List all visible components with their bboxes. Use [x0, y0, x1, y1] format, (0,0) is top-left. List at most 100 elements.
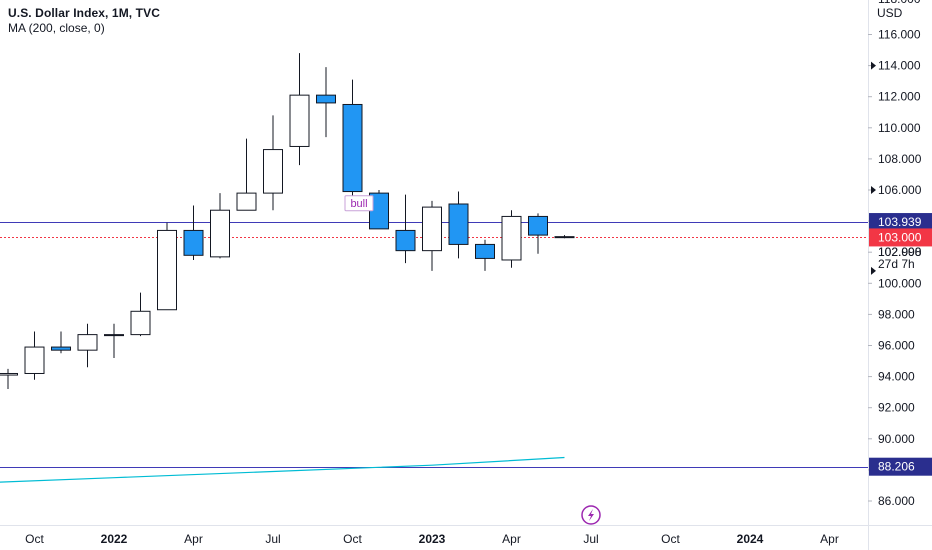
time-tick-label: Oct	[25, 532, 44, 546]
candle-body-down	[528, 215, 548, 236]
resistance-price-tag-bg	[869, 213, 932, 232]
candle[interactable]	[395, 194, 416, 264]
last-price-label: 102.998	[878, 245, 922, 259]
time-tick-label: Oct	[661, 532, 680, 546]
price-tick-label: 98.000	[878, 307, 915, 321]
time-axis[interactable]: Oct 2022 Apr Jul Oct 2023 Apr Jul Oct 2024 Apr	[25, 532, 839, 546]
candle[interactable]	[263, 115, 283, 211]
candle[interactable]	[422, 200, 442, 271]
candle[interactable]	[501, 210, 522, 268]
candle-body-up	[263, 149, 283, 194]
ma-line	[0, 456, 565, 483]
candle[interactable]	[316, 67, 336, 138]
candle-body-down	[342, 103, 363, 193]
price-tick-label: 112.000	[878, 90, 921, 104]
time-tick-label: 2024	[737, 532, 764, 546]
candle-body-up	[236, 192, 257, 211]
price-tick-label: 110.000	[878, 121, 921, 135]
price-marker-icon	[871, 61, 876, 70]
price-tick-label: 114.000	[878, 59, 921, 73]
candle[interactable]	[157, 222, 177, 311]
price-tick-label: 108.000	[878, 152, 922, 166]
time-tick-label: Apr	[184, 532, 203, 546]
candle-body-down	[395, 229, 416, 252]
candle-body-down	[183, 229, 204, 256]
time-tick-label: Apr	[820, 532, 839, 546]
indicator-label[interactable]: MA (200, close, 0)	[8, 21, 105, 35]
price-tick-label: 106.000	[878, 183, 922, 197]
lightning-icon-bolt	[588, 509, 594, 521]
candle-body-up	[210, 209, 230, 258]
price-tick-label: 94.000	[878, 370, 915, 384]
price-tick-label: 100.000	[878, 276, 922, 290]
candle[interactable]	[51, 331, 71, 354]
price-tick-label: 92.000	[878, 401, 915, 415]
bull-label-text: bull	[350, 198, 367, 210]
candle-body-up	[77, 334, 98, 351]
price-tick-label-top: 118.000	[878, 0, 921, 6]
candle-body-up	[0, 372, 18, 376]
price-tick-label: 102.000	[878, 245, 922, 259]
candle-body-up	[289, 94, 310, 147]
candle[interactable]	[0, 368, 18, 390]
candle-body-down	[316, 94, 336, 104]
current-price-tag[interactable]: 103.000	[869, 228, 932, 247]
candle[interactable]	[342, 79, 363, 200]
resistance-price-tag-text: 103.939	[878, 215, 922, 229]
countdown-label: 27d 7h	[878, 257, 915, 271]
symbol-title[interactable]: U.S. Dollar Index, 1M, TVC	[8, 6, 160, 20]
chart-legend: U.S. Dollar Index, 1M, TVC MA (200, clos…	[8, 6, 160, 36]
candle[interactable]	[24, 331, 45, 380]
ma-200-line	[0, 456, 565, 483]
price-marker-icon	[871, 186, 876, 194]
candles[interactable]	[0, 53, 575, 409]
annotations: bull	[344, 195, 601, 525]
candle[interactable]	[289, 53, 310, 166]
price-marker-icon	[871, 266, 876, 275]
time-tick-label: 2023	[419, 532, 446, 546]
candle[interactable]	[475, 239, 495, 271]
support-price-tag-text: 88.206	[878, 460, 915, 474]
candle-body-up	[501, 215, 522, 261]
candle[interactable]	[448, 191, 469, 259]
candle-body-up	[104, 334, 124, 337]
current-price-tag-text: 103.000	[878, 230, 922, 244]
bull-label[interactable]: bull	[344, 195, 374, 212]
candle-body-up	[422, 206, 442, 252]
bull-label-box	[344, 195, 374, 212]
candle[interactable]	[236, 138, 257, 211]
candle-body-up	[130, 310, 151, 336]
candle-body-down	[554, 236, 575, 239]
candle[interactable]	[210, 193, 230, 259]
time-tick-label: Oct	[343, 532, 362, 546]
price-tick-label: 90.000	[878, 432, 915, 446]
support-price-tag-bg	[869, 457, 932, 476]
price-axis[interactable]: 86.00088.00090.00092.00094.00096.00098.0…	[868, 0, 932, 508]
candle[interactable]	[528, 213, 548, 254]
candle-body-down	[448, 203, 469, 245]
time-tick-label: Jul	[583, 532, 598, 546]
candle[interactable]	[130, 292, 151, 337]
time-tick-label: Jul	[265, 532, 280, 546]
time-tick-label: Apr	[502, 532, 521, 546]
price-tick-label: 96.000	[878, 339, 915, 353]
candle-body-down	[51, 346, 71, 351]
time-tick-label: 2022	[101, 532, 128, 546]
candle-body-up	[24, 346, 45, 374]
candle[interactable]	[77, 323, 98, 368]
candle[interactable]	[554, 235, 575, 239]
current-price-tag-bg	[869, 228, 932, 247]
lightning-icon[interactable]	[581, 505, 601, 525]
candle[interactable]	[183, 205, 204, 260]
price-tick-label: 86.000	[878, 494, 915, 508]
candle-body-up	[157, 229, 177, 311]
price-tick-label: 116.000	[878, 28, 921, 42]
currency-label[interactable]: USD	[877, 6, 903, 20]
candle-body-down	[475, 243, 495, 259]
candle[interactable]	[104, 323, 124, 358]
support-price-tag[interactable]: 88.206	[869, 457, 932, 476]
resistance-price-tag[interactable]: 103.939	[869, 213, 932, 232]
horizontal-lines[interactable]	[0, 222, 868, 468]
